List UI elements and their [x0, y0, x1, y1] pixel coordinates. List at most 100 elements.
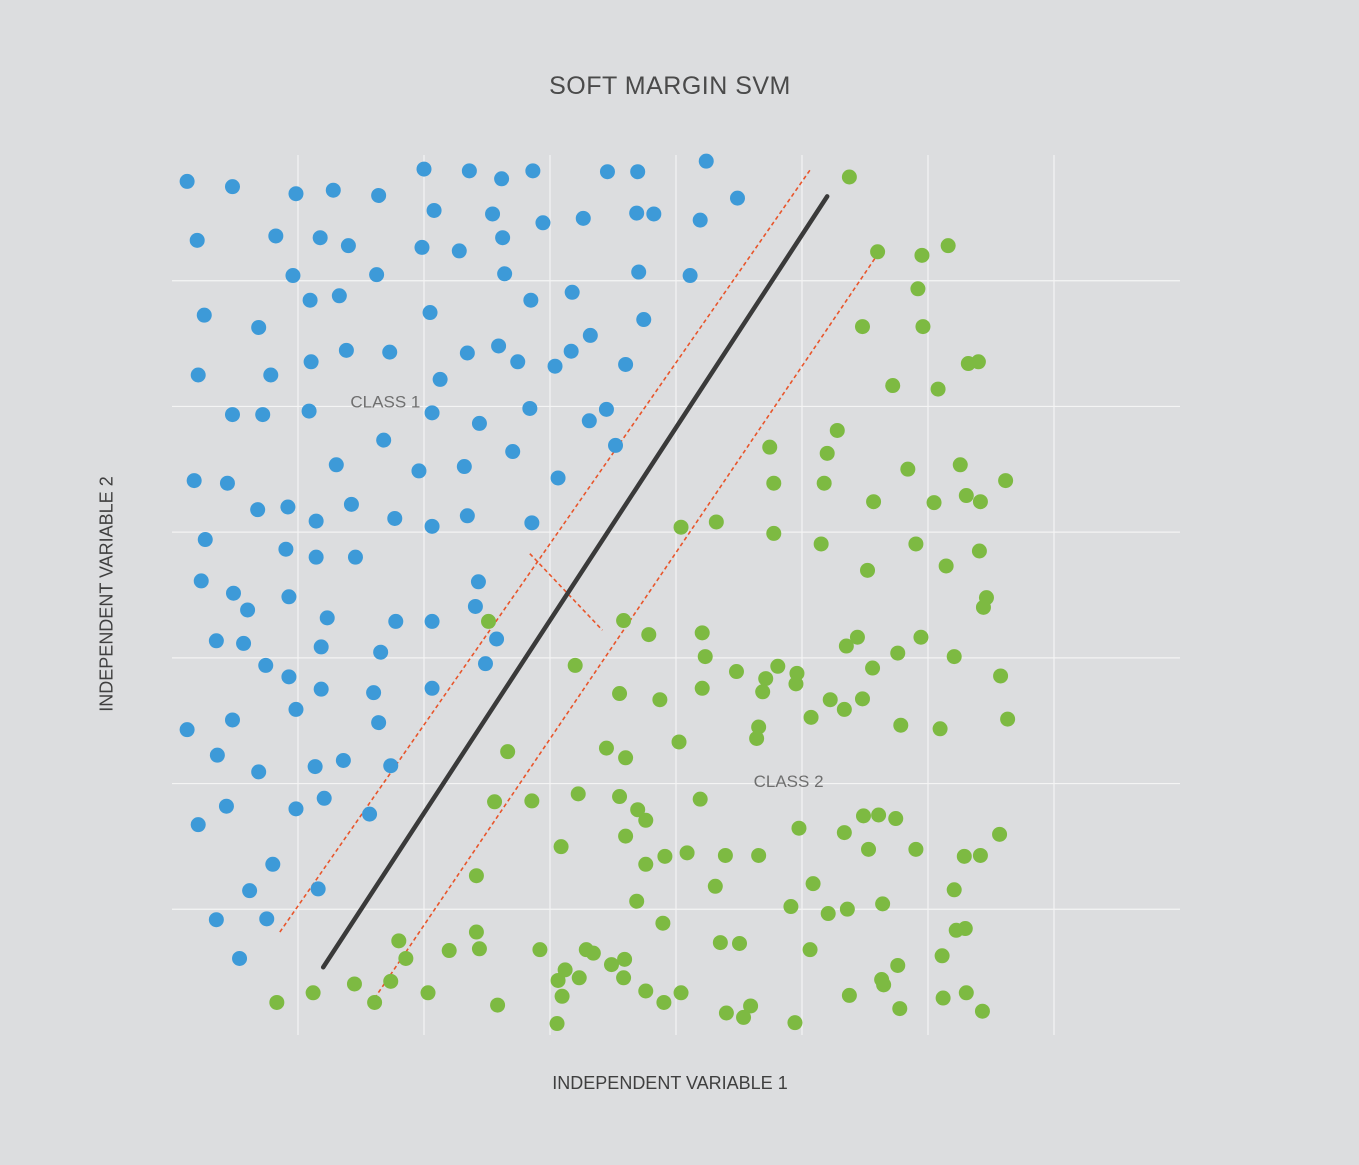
class2-point — [736, 1009, 752, 1025]
class2-point — [854, 319, 870, 335]
class2-point — [836, 825, 852, 841]
class2-point — [629, 893, 645, 909]
class2-point — [585, 945, 601, 961]
class1-point — [550, 470, 566, 486]
class1-point — [424, 613, 440, 629]
class1-point — [494, 171, 510, 187]
class1-point — [477, 656, 493, 672]
class2-point — [524, 793, 540, 809]
class1-point — [316, 790, 332, 806]
class2-point — [553, 839, 569, 855]
class1-point — [193, 573, 209, 589]
class1-point — [302, 292, 318, 308]
class2-point — [975, 599, 991, 615]
class1-point — [319, 610, 335, 626]
class2-point — [892, 1001, 908, 1017]
class2-point — [717, 847, 733, 863]
class1-point — [340, 238, 356, 254]
class1-point — [232, 950, 248, 966]
class1-point — [524, 515, 540, 531]
class2-point — [932, 721, 948, 737]
class2-point — [694, 680, 710, 696]
class1-point — [265, 856, 281, 872]
class1-point — [505, 444, 521, 460]
class2-point — [549, 1016, 565, 1032]
class2-point — [829, 422, 845, 438]
class2-point — [871, 807, 887, 823]
class1-point — [224, 407, 240, 423]
class2-point — [992, 826, 1008, 842]
class1-point — [208, 912, 224, 928]
class2-point — [550, 972, 566, 988]
class2-point — [712, 935, 728, 951]
class2-point — [802, 942, 818, 958]
class1-point — [236, 635, 252, 651]
class2-point — [822, 692, 838, 708]
class1-point — [224, 179, 240, 195]
class1-point — [313, 681, 329, 697]
class1-point — [608, 437, 624, 453]
class2-point — [441, 943, 457, 959]
class2-point — [958, 488, 974, 504]
class2-point — [893, 717, 909, 733]
class1-point — [646, 206, 662, 222]
class1-point — [495, 230, 511, 246]
class1-point — [422, 305, 438, 321]
class2-point — [490, 997, 506, 1013]
class1-point — [196, 307, 212, 323]
class2-point — [641, 627, 657, 643]
class2-point — [805, 876, 821, 892]
class1-point — [383, 758, 399, 774]
class2-point — [673, 519, 689, 535]
class1-point — [303, 354, 319, 370]
class2-point — [972, 847, 988, 863]
x-axis-label: INDEPENDENT VARIABLE 1 — [552, 1073, 788, 1093]
class1-point — [259, 911, 275, 927]
class2-point — [770, 658, 786, 674]
class1-point — [219, 475, 235, 491]
class2-point — [532, 942, 548, 958]
class2-point — [766, 475, 782, 491]
class2-point — [398, 950, 414, 966]
class2-point — [819, 445, 835, 461]
class2-point — [697, 649, 713, 665]
class1-point — [218, 798, 234, 814]
class2-point — [789, 665, 805, 681]
class1-point — [371, 715, 387, 731]
class2-point — [854, 691, 870, 707]
class2-point — [926, 495, 942, 511]
class1-point — [456, 459, 472, 475]
class1-point — [258, 657, 274, 673]
class1-point — [729, 190, 745, 206]
class1-point — [338, 342, 354, 358]
class1-point — [523, 292, 539, 308]
class1-point — [281, 669, 297, 685]
class1-point — [288, 186, 304, 202]
class1-point — [307, 759, 323, 775]
class2-point — [946, 649, 962, 665]
class2-point — [638, 812, 654, 828]
chart-title: SOFT MARGIN SVM — [549, 72, 791, 100]
class1-point — [535, 215, 551, 231]
class1-point — [347, 549, 363, 565]
class2-point — [420, 985, 436, 1001]
class2-point — [567, 657, 583, 673]
class2-point — [855, 808, 871, 824]
class2-point — [908, 536, 924, 552]
class2-point — [841, 169, 857, 185]
class1-point — [312, 230, 328, 246]
class1-point — [414, 239, 430, 255]
class1-point — [224, 712, 240, 728]
class1-point — [459, 508, 475, 524]
class1-point — [497, 266, 513, 282]
class2-point — [671, 734, 687, 750]
class2-point — [751, 847, 767, 863]
class2-point — [838, 638, 854, 654]
class2-point — [836, 701, 852, 717]
class2-point — [481, 613, 497, 629]
class1-point — [629, 205, 645, 221]
class2-point — [956, 848, 972, 864]
class1-point — [250, 502, 266, 518]
class1-point — [343, 496, 359, 512]
class2-point — [708, 514, 724, 530]
